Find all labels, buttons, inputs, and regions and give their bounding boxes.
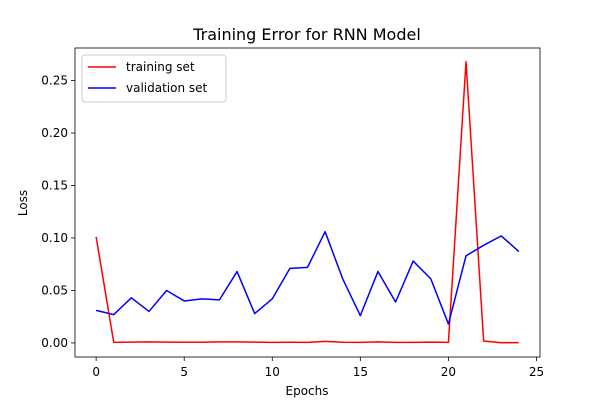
legend-label-training-set: training set — [126, 60, 195, 74]
x-tick-label: 25 — [529, 365, 544, 379]
x-tick-label: 20 — [441, 365, 456, 379]
x-axis-label: Epochs — [286, 384, 329, 398]
legend-label-validation-set: validation set — [126, 81, 208, 95]
y-axis-label: Loss — [16, 190, 30, 216]
series-line-training-set — [95, 60, 519, 344]
x-tick-label: 15 — [353, 365, 368, 379]
x-tick-label: 5 — [180, 365, 188, 379]
y-tick-label: 0.20 — [41, 126, 68, 140]
x-tick-label: 10 — [265, 365, 280, 379]
y-tick-label: 0.25 — [41, 74, 68, 88]
x-tick-label: 0 — [92, 365, 100, 379]
legend-box — [81, 54, 227, 103]
y-tick-label: 0.05 — [41, 283, 68, 297]
plot-area: 0 5 10 15 20 25 0.00 0.05 0.10 0.15 0.20 0.25 — [41, 47, 544, 379]
y-tick-label: 0.00 — [41, 336, 68, 350]
series-line-validation-set — [95, 230, 520, 325]
plot-frame — [74, 47, 541, 358]
y-tick-label: 0.15 — [41, 178, 68, 192]
chart-title: Training Error for RNN Model — [192, 25, 421, 44]
y-tick-label: 0.10 — [41, 231, 68, 245]
legend: training set validation set — [81, 54, 227, 103]
